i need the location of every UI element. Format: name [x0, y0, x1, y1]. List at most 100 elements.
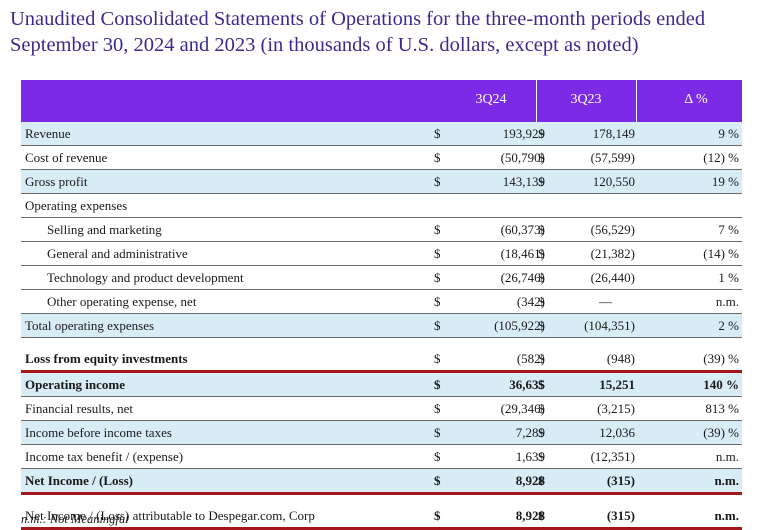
- currency-symbol: $: [434, 246, 441, 261]
- currency-symbol: $: [434, 126, 441, 141]
- row-label: Selling and marketing: [47, 222, 162, 237]
- value-3q23: 178,149: [592, 126, 635, 141]
- value-3q24: 8,928: [515, 508, 545, 523]
- table-row: Financial results, net $ (29,346) $ (3,2…: [21, 397, 742, 421]
- value-3q24: (50,790): [500, 150, 545, 165]
- row-label: Financial results, net: [25, 401, 133, 416]
- value-3q23: (57,599): [590, 150, 635, 165]
- header-divider: [536, 80, 537, 122]
- table-row: Net Income / (Loss) attributable to Desp…: [21, 504, 742, 530]
- value-change: (39) %: [703, 425, 739, 440]
- currency-symbol: $: [538, 401, 545, 416]
- value-3q23: (315): [606, 473, 635, 488]
- currency-symbol: $: [538, 126, 545, 141]
- value-change: 7 %: [718, 222, 739, 237]
- row-label: Other operating expense, net: [47, 294, 197, 309]
- table-body: Revenue $ 193,929 $ 178,149 9 % Cost of …: [21, 122, 742, 530]
- row-label: Total operating expenses: [25, 318, 155, 333]
- value-3q24: (18,461): [500, 246, 545, 261]
- currency-symbol: $: [538, 425, 545, 440]
- value-change: 140 %: [703, 377, 739, 392]
- currency-symbol: $: [434, 174, 441, 189]
- row-spacer: [21, 338, 742, 347]
- value-change: 19 %: [711, 174, 739, 189]
- currency-symbol: $: [434, 222, 441, 237]
- value-3q23: 120,550: [592, 174, 635, 189]
- table-row: Revenue $ 193,929 $ 178,149 9 %: [21, 122, 742, 146]
- table-row: Total operating expenses $ (105,922) $ (…: [21, 314, 742, 338]
- currency-symbol: $: [434, 294, 441, 309]
- value-3q24: 143,139: [502, 174, 545, 189]
- value-3q23: (3,215): [597, 401, 635, 416]
- currency-symbol: $: [434, 401, 441, 416]
- table-row: General and administrative $ (18,461) $ …: [21, 242, 742, 266]
- value-3q24: 7,289: [515, 425, 545, 440]
- column-header-3q23: 3Q23: [570, 92, 602, 107]
- value-change: n.m.: [715, 449, 739, 464]
- table-row: Gross profit $ 143,139 $ 120,550 19 %: [21, 170, 742, 194]
- value-change: (12) %: [703, 150, 739, 165]
- currency-symbol: $: [434, 270, 441, 285]
- value-3q24: 8,928: [515, 473, 545, 488]
- currency-symbol: $: [538, 174, 545, 189]
- currency-symbol: $: [538, 246, 545, 261]
- table-row: Operating expenses: [21, 194, 742, 218]
- value-change: n.m.: [714, 473, 739, 488]
- value-3q24: (29,346): [500, 401, 545, 416]
- header-divider: [636, 80, 637, 122]
- table-header: 3Q24 3Q23 Δ %: [21, 80, 742, 122]
- value-change: (14) %: [703, 246, 739, 261]
- table-row: Net Income / (Loss) $ 8,928 $ (315) n.m.: [21, 469, 742, 495]
- table-row: Loss from equity investments $ (582) $ (…: [21, 347, 742, 373]
- currency-symbol: $: [538, 318, 545, 333]
- currency-symbol: $: [538, 222, 545, 237]
- currency-symbol: $: [538, 377, 545, 392]
- value-3q24: 36,635: [509, 377, 545, 392]
- row-label: Revenue: [25, 126, 71, 141]
- value-change: n.m.: [714, 508, 739, 523]
- value-3q23: (21,382): [590, 246, 635, 261]
- table-row: Income tax benefit / (expense) $ 1,639 $…: [21, 445, 742, 469]
- value-3q24: (60,373): [500, 222, 545, 237]
- section-heading: Operating expenses: [25, 198, 128, 213]
- table-row: Selling and marketing $ (60,373) $ (56,5…: [21, 218, 742, 242]
- value-change: (39) %: [703, 351, 739, 366]
- row-label: Cost of revenue: [25, 150, 108, 165]
- row-label: Gross profit: [25, 174, 88, 189]
- table-row: Income before income taxes $ 7,289 $ 12,…: [21, 421, 742, 445]
- operations-table: 3Q24 3Q23 Δ % Revenue $ 193,929 $ 178,14…: [21, 80, 742, 530]
- value-3q24: 193,929: [502, 126, 545, 141]
- column-header-change: Δ %: [684, 92, 708, 107]
- currency-symbol: $: [434, 473, 441, 488]
- value-3q24: 1,639: [515, 449, 545, 464]
- statement-title: Unaudited Consolidated Statements of Ope…: [10, 8, 706, 56]
- row-label: General and administrative: [47, 246, 188, 261]
- row-label: Loss from equity investments: [25, 351, 188, 366]
- currency-symbol: $: [434, 425, 441, 440]
- currency-symbol: $: [434, 449, 441, 464]
- table-row: Other operating expense, net $ (342) $ —…: [21, 290, 742, 314]
- row-label: Income tax benefit / (expense): [25, 449, 184, 464]
- value-3q23: (948): [606, 351, 635, 366]
- currency-symbol: $: [538, 508, 545, 523]
- currency-symbol: $: [538, 150, 545, 165]
- table-row: Cost of revenue $ (50,790) $ (57,599) (1…: [21, 146, 742, 170]
- currency-symbol: $: [434, 318, 441, 333]
- value-3q24: (582): [516, 351, 545, 366]
- value-3q23: (315): [606, 508, 635, 523]
- value-3q24: (105,922): [494, 318, 545, 333]
- table-row: Technology and product development $ (26…: [21, 266, 742, 290]
- value-3q23: —: [599, 294, 612, 309]
- value-change: n.m.: [715, 294, 739, 309]
- row-spacer: [21, 495, 742, 504]
- row-label: Income before income taxes: [25, 425, 172, 440]
- footnote: n.m.: Not Meaningful: [21, 512, 129, 526]
- table-row: Operating income $ 36,635 $ 15,251 140 %: [21, 373, 742, 397]
- value-3q23: (12,351): [590, 449, 635, 464]
- currency-symbol: $: [434, 377, 441, 392]
- row-label: Net Income / (Loss) attributable to Desp…: [25, 508, 315, 523]
- value-change: 813 %: [705, 401, 739, 416]
- value-change: 2 %: [718, 318, 739, 333]
- currency-symbol: $: [538, 294, 545, 309]
- value-3q23: 15,251: [599, 377, 635, 392]
